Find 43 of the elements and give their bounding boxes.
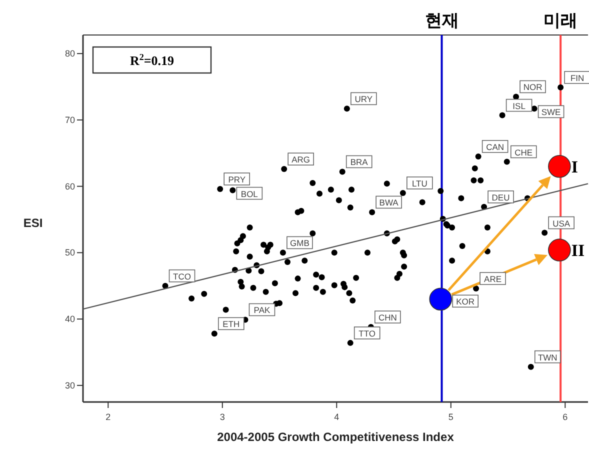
annotation: BOL	[240, 188, 258, 199]
annotation: URY	[354, 94, 373, 104]
annotation: ARG	[292, 154, 310, 165]
annotation: KOR	[456, 296, 475, 307]
annotation: PRY	[228, 174, 246, 184]
annotation: ISL	[512, 100, 526, 111]
annotation: FIN	[570, 72, 584, 83]
annotation: BWA	[379, 198, 399, 208]
y-tick-label: 60	[64, 181, 75, 192]
ref-line-label: 미래	[544, 11, 578, 30]
x-tick-label: 5	[448, 412, 454, 422]
annotation: ETH	[222, 319, 240, 330]
annotation: CAN	[486, 142, 504, 152]
y-tick-label: 70	[64, 114, 75, 125]
annotation: GMB	[290, 238, 310, 248]
annotation: CHE	[514, 147, 533, 158]
annotation: DEU	[492, 192, 510, 202]
annotation: CHN	[378, 312, 397, 323]
y-tick-label: 50	[64, 248, 75, 258]
annotation: PAK	[254, 305, 271, 316]
y-tick-label: 40	[64, 314, 75, 324]
annotation: SWE	[541, 107, 562, 118]
y-tick-label: 30	[64, 380, 75, 390]
ref-line-label: 현재	[424, 11, 459, 30]
x-tick-label: 2	[106, 412, 111, 422]
annotation: II	[571, 241, 586, 260]
annotation: I	[571, 157, 578, 176]
annotation: TCO	[173, 271, 192, 282]
x-tick-label: 6	[562, 412, 568, 422]
annotation: USA	[552, 218, 570, 228]
annotation: NOR	[523, 82, 542, 92]
y-axis-title: ESI	[23, 216, 43, 230]
textbox: R$^{2}$=0.19	[92, 46, 212, 74]
annotation: TWN	[538, 352, 558, 362]
annotation: ARE	[484, 274, 502, 284]
x-tick-label: 4	[334, 412, 340, 422]
annotation: TTO	[358, 328, 376, 338]
annotation: LTU	[412, 178, 428, 188]
x-axis-title: 2004-2005 Growth Competitiveness Index	[217, 430, 454, 444]
y-tick-label: 80	[64, 48, 75, 59]
x-tick-label: 3	[220, 412, 225, 422]
annotation: BRA	[350, 157, 368, 168]
annotation: R$^{2}$=0.19	[130, 52, 175, 68]
